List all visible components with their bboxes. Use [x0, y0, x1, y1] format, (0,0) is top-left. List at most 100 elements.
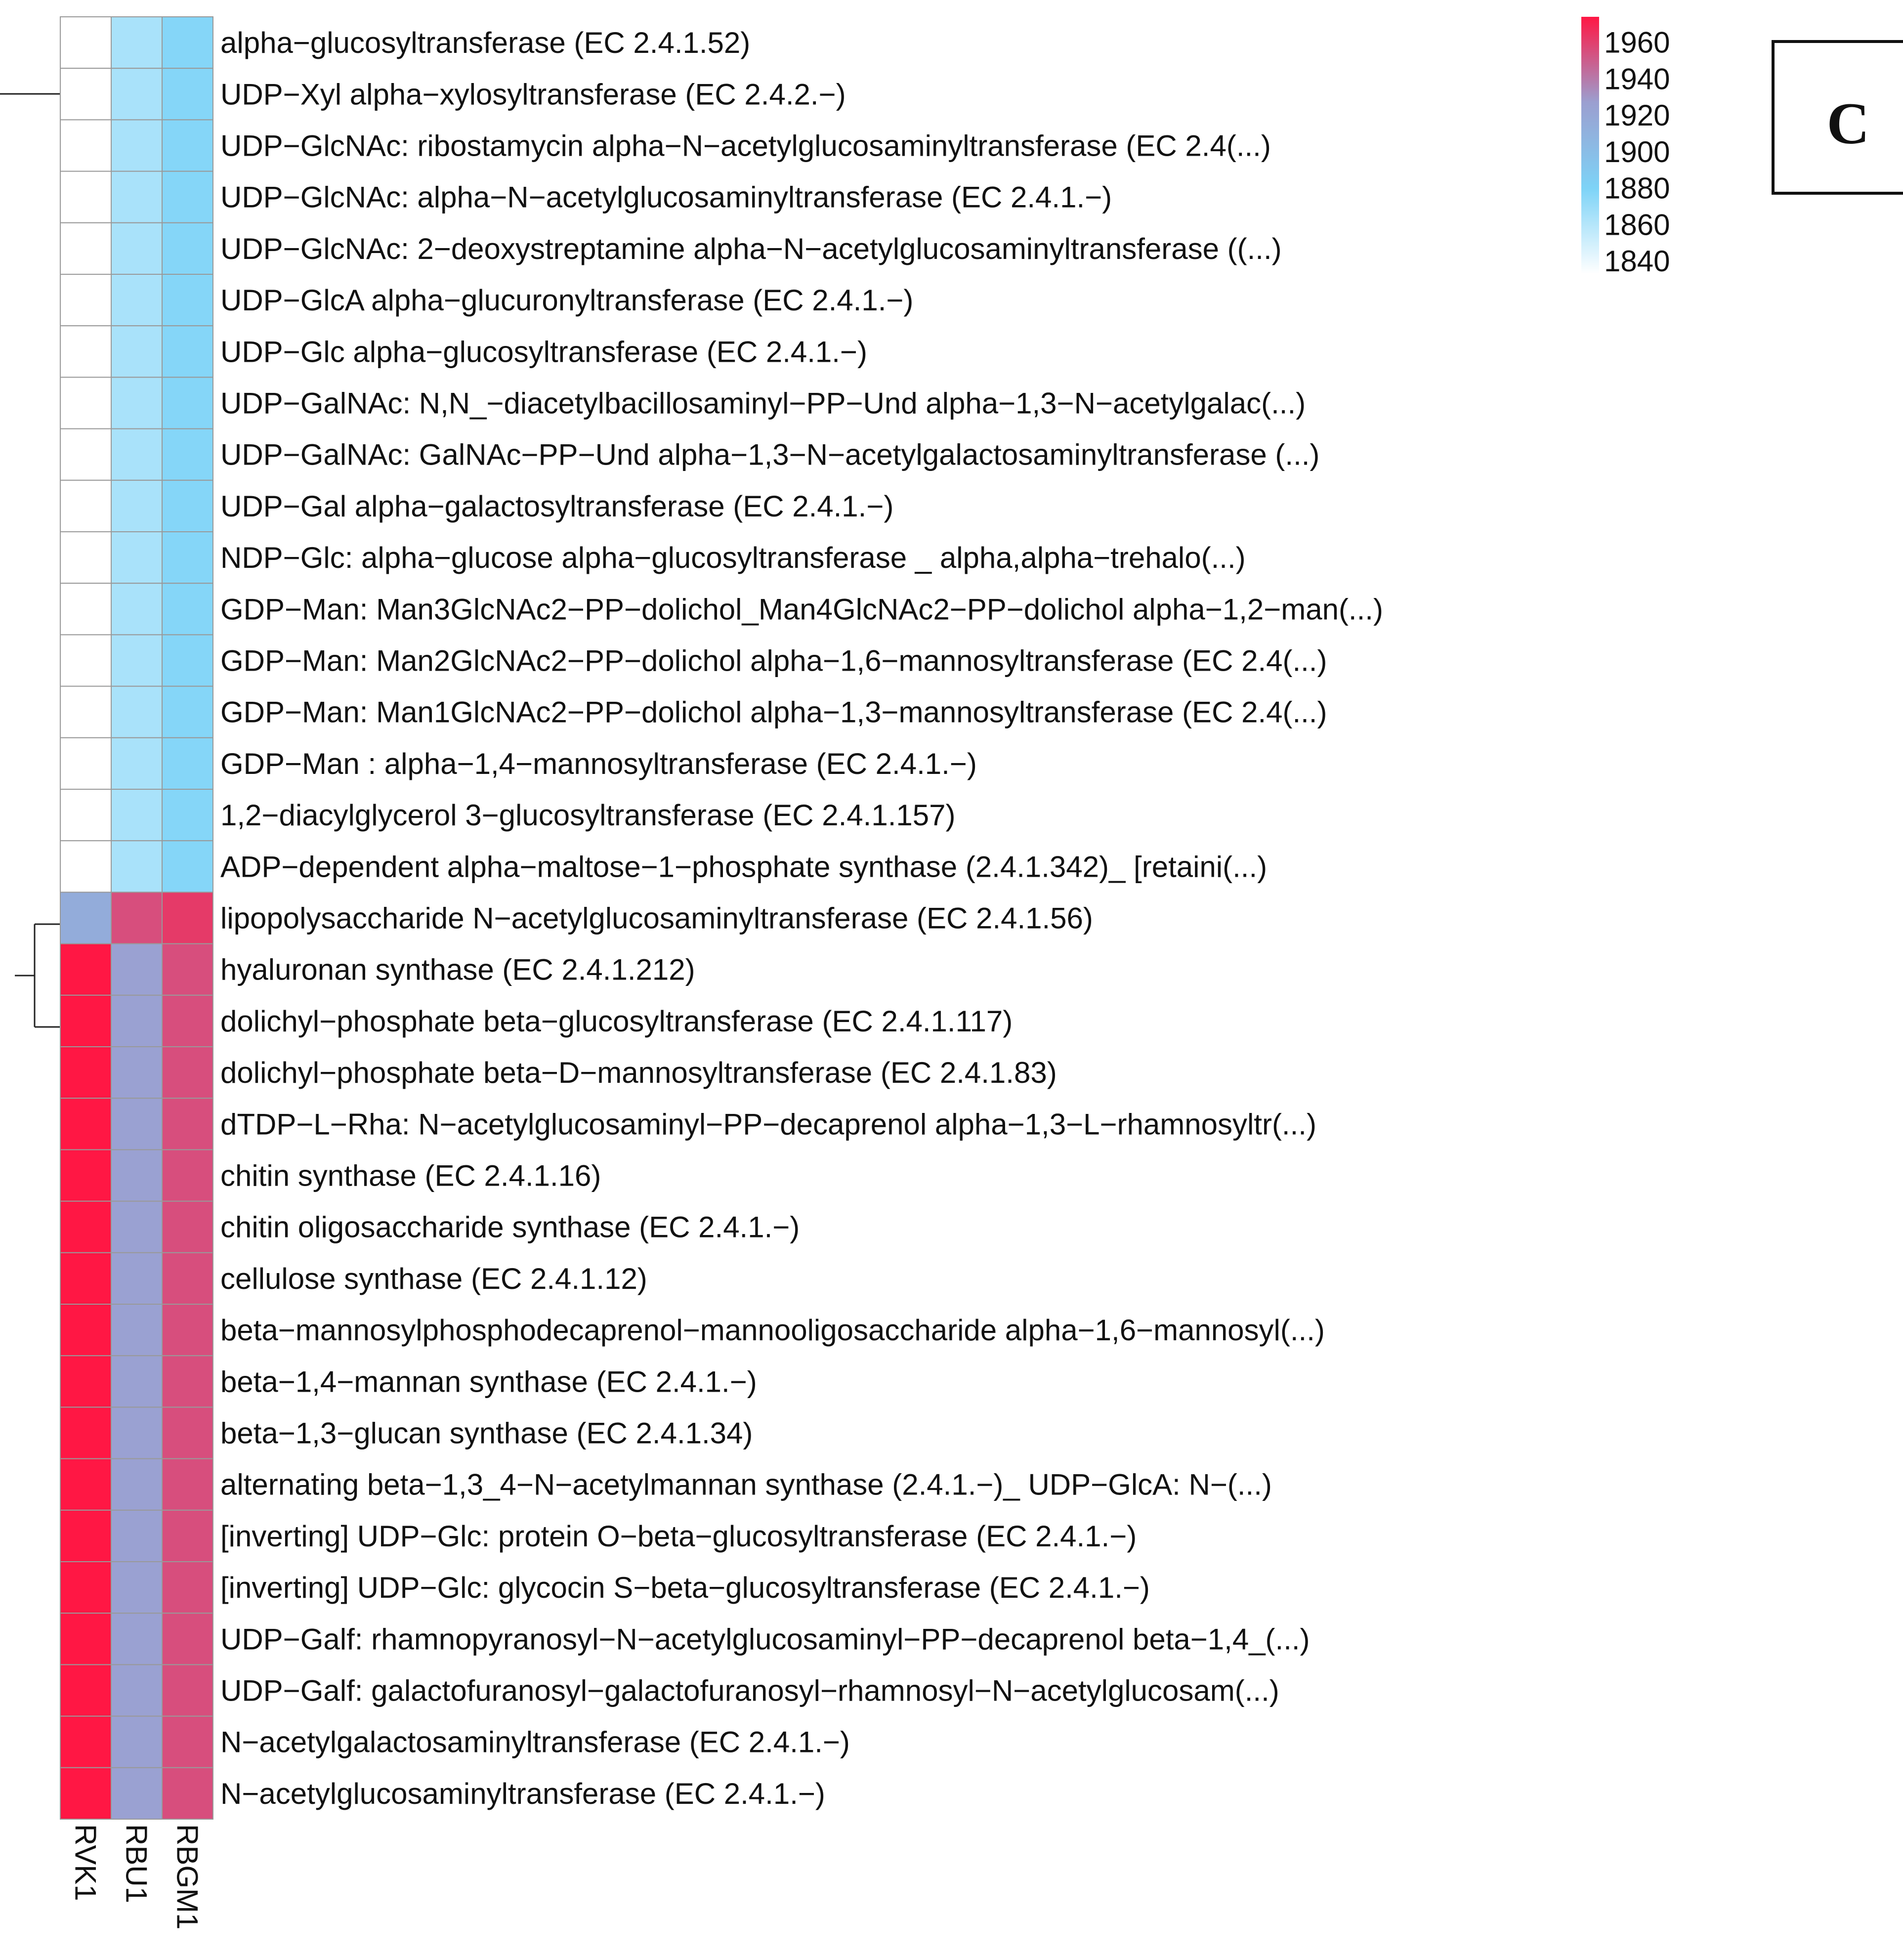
heatmap-cell: [60, 1406, 112, 1459]
heatmap-cell: [60, 325, 112, 378]
row-label: GDP−Man: Man2GlcNAc2−PP−dolichol alpha−1…: [220, 644, 1327, 678]
heatmap-cell: [162, 428, 213, 481]
heatmap-cell: [60, 1149, 112, 1202]
heatmap-cell: [162, 583, 213, 636]
colorbar: [1581, 17, 1599, 274]
row-label: GDP−Man: Man3GlcNAc2−PP−dolichol_Man4Glc…: [220, 593, 1383, 626]
heatmap-cell: [111, 1098, 163, 1150]
heatmap-cell: [111, 892, 163, 944]
heatmap-cell: [60, 16, 112, 69]
heatmap-cell: [60, 1664, 112, 1717]
heatmap-cell: [162, 170, 213, 223]
colorbar-tick-label: 1860: [1604, 208, 1670, 241]
row-dendrogram: [0, 93, 60, 1028]
column-labels: RVK1 RBU1 RBGM1: [69, 1824, 204, 1929]
heatmap-cell: [162, 840, 213, 893]
heatmap-cell: [111, 16, 163, 69]
row-label: alpha−glucosyltransferase (EC 2.4.1.52): [220, 26, 750, 59]
heatmap-cell: [162, 1200, 213, 1253]
heatmap-cell: [111, 428, 163, 481]
heatmap-cell: [111, 1252, 163, 1305]
heatmap-cell: [162, 68, 213, 121]
colorbar-tick-label: 1920: [1604, 99, 1670, 132]
row-label: N−acetylgalactosaminyltransferase (EC 2.…: [220, 1726, 850, 1759]
heatmap-cell: [111, 325, 163, 378]
heatmap-cell: [111, 789, 163, 842]
heatmap-cell: [60, 1767, 112, 1820]
row-label: cellulose synthase (EC 2.4.1.12): [220, 1262, 647, 1295]
heatmap-cell: [60, 634, 112, 687]
row-label: beta−1,3−glucan synthase (EC 2.4.1.34): [220, 1417, 753, 1450]
heatmap-cell: [60, 1561, 112, 1614]
heatmap-cell: [60, 274, 112, 327]
row-label: GDP−Man: Man1GlcNAc2−PP−dolichol alpha−1…: [220, 696, 1327, 729]
heatmap-cell: [111, 1304, 163, 1357]
row-label: [inverting] UDP−Glc: glycocin S−beta−glu…: [220, 1571, 1150, 1604]
row-label: beta−1,4−mannan synthase (EC 2.4.1.−): [220, 1365, 757, 1398]
colorbar-tick-label: 1840: [1604, 245, 1670, 278]
heatmap-cell: [111, 1767, 163, 1820]
row-label: UDP−GlcNAc: 2−deoxystreptamine alpha−N−a…: [220, 232, 1282, 265]
heatmap-cell: [111, 1509, 163, 1563]
row-label: alternating beta−1,3_4−N−acetylmannan sy…: [220, 1468, 1272, 1501]
heatmap-cell: [60, 994, 112, 1048]
heatmap-cell: [111, 1149, 163, 1202]
heatmap-cell: [162, 943, 213, 996]
heatmap-cell: [162, 325, 213, 378]
heatmap-cell: [162, 1767, 213, 1820]
heatmap-cell: [60, 1355, 112, 1408]
heatmap-cell: [111, 274, 163, 327]
colorbar-tick-label: 1900: [1604, 135, 1670, 169]
row-label: UDP−Glc alpha−glucosyltransferase (EC 2.…: [220, 335, 867, 368]
heatmap-cell: [162, 1458, 213, 1511]
heatmap-cell: [162, 1613, 213, 1665]
row-label: UDP−GlcNAc: alpha−N−acetylglucosaminyltr…: [220, 181, 1112, 214]
heatmap-cell: [162, 1355, 213, 1408]
row-label: hyaluronan synthase (EC 2.4.1.212): [220, 953, 695, 986]
heatmap-cell: [111, 943, 163, 996]
heatmap-cell: [162, 1098, 213, 1150]
row-label: GDP−Man : alpha−1,4−mannosyltransferase …: [220, 747, 977, 780]
heatmap-cell: [60, 1304, 112, 1357]
heatmap-cell: [111, 994, 163, 1048]
heatmap-cell: [162, 479, 213, 532]
heatmap-cell: [60, 1509, 112, 1563]
panel-label-frame: [1772, 40, 1903, 195]
row-label: UDP−GalNAc: GalNAc−PP−Und alpha−1,3−N−ac…: [220, 438, 1319, 471]
heatmap-cell: [111, 1664, 163, 1717]
panel-label-box: C: [1772, 40, 1903, 195]
row-label: NDP−Glc: alpha−glucose alpha−glucosyltra…: [220, 541, 1246, 574]
row-label: UDP−Gal alpha−galactosyltransferase (EC …: [220, 490, 893, 523]
heatmap-cell: [111, 377, 163, 429]
row-label: 1,2−diacylglycerol 3−glucosyltransferase…: [220, 799, 955, 832]
heatmap-cell: [60, 1252, 112, 1305]
row-label: UDP−GlcA alpha−glucuronyltransferase (EC…: [220, 284, 913, 317]
heatmap-cell: [60, 377, 112, 429]
column-label: RBGM1: [171, 1824, 204, 1929]
heatmap-cell: [111, 1355, 163, 1408]
heatmap-cell: [60, 1046, 112, 1099]
heatmap-cell: [60, 685, 112, 738]
heatmap-cell: [60, 170, 112, 223]
row-label: N−acetylglucosaminyltransferase (EC 2.4.…: [220, 1777, 825, 1810]
heatmap-cell: [111, 1458, 163, 1511]
heatmap-cell: [60, 1458, 112, 1511]
row-label: chitin oligosaccharide synthase (EC 2.4.…: [220, 1211, 800, 1244]
colorbar-tick-label: 1940: [1604, 62, 1670, 95]
heatmap-cell: [60, 428, 112, 481]
heatmap-cell: [111, 68, 163, 121]
heatmap-cell: [111, 479, 163, 532]
heatmap-cell: [60, 1715, 112, 1768]
heatmap-cell: [162, 1304, 213, 1357]
row-label: UDP−GalNAc: N,N_−diacetylbacillosaminyl−…: [220, 387, 1306, 420]
heatmap-cell: [162, 1715, 213, 1768]
heatmap-cell: [60, 531, 112, 584]
row-labels: alpha−glucosyltransferase (EC 2.4.1.52) U…: [220, 26, 1383, 1810]
row-label: UDP−Galf: rhamnopyranosyl−N−acetylglucos…: [220, 1622, 1310, 1656]
row-label: UDP−Galf: galactofuranosyl−galactofurano…: [220, 1674, 1279, 1707]
row-label: lipopolysaccharide N−acetylglucosaminylt…: [220, 902, 1093, 935]
row-label: dolichyl−phosphate beta−glucosyltransfer…: [220, 1005, 1013, 1038]
